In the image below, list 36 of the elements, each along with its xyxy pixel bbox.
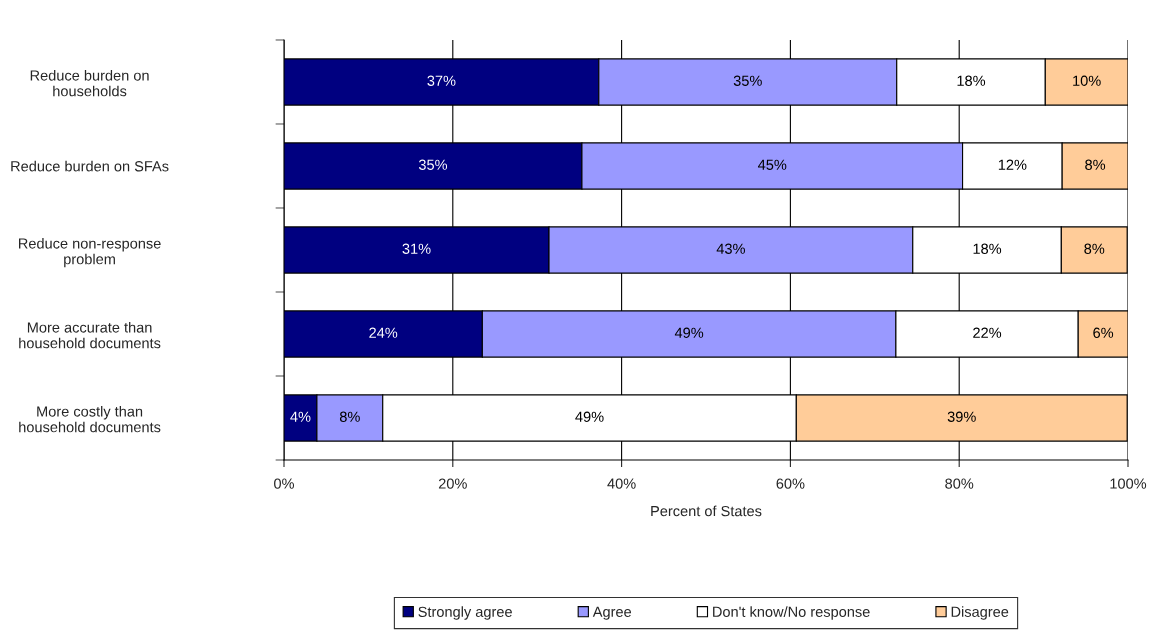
data-label: 18% <box>957 75 986 86</box>
data-label: 10% <box>1073 75 1101 86</box>
y-tick-label: More accurate than household documents <box>19 321 161 349</box>
data-label: 8% <box>1085 159 1106 170</box>
y-tick-label: Reduce burden on households <box>30 69 149 97</box>
data-label: 45% <box>758 159 787 170</box>
data-label: 49% <box>674 327 704 338</box>
legend-label: Disagree <box>951 606 1009 620</box>
data-label: 12% <box>998 159 1027 170</box>
y-tick-label: Reduce non-response problem <box>19 237 161 268</box>
data-label: 8% <box>339 411 360 422</box>
data-label: 4% <box>290 411 311 422</box>
x-tick-label: 20% <box>438 478 467 489</box>
y-tick-label: Reduce burden on SFAs <box>11 160 169 172</box>
data-label: 39% <box>947 411 976 422</box>
data-label: 22% <box>973 327 1002 338</box>
data-label: 31% <box>402 243 431 254</box>
data-label: 35% <box>733 75 762 86</box>
legend-label: Don't know/No response <box>713 606 870 620</box>
x-tick-label: 60% <box>776 478 805 489</box>
data-label: 24% <box>369 327 398 338</box>
x-tick-label: 0% <box>274 478 295 489</box>
x-tick-label: 100% <box>1110 478 1147 489</box>
data-label: 49% <box>575 411 604 422</box>
data-label: 18% <box>973 243 1002 254</box>
data-label: 37% <box>427 75 456 86</box>
y-tick-label: More costly than household documents <box>19 405 161 433</box>
x-axis-title: Percent of States <box>651 505 762 517</box>
legend-label: Agree <box>592 606 632 620</box>
data-label: 8% <box>1084 243 1105 254</box>
x-tick-label: 40% <box>607 478 636 489</box>
legend-label: Strongly agree <box>418 606 512 620</box>
data-label: 35% <box>418 159 448 170</box>
x-tick-label: 80% <box>945 478 974 489</box>
data-label: 43% <box>716 243 745 254</box>
data-label: 6% <box>1093 327 1114 338</box>
